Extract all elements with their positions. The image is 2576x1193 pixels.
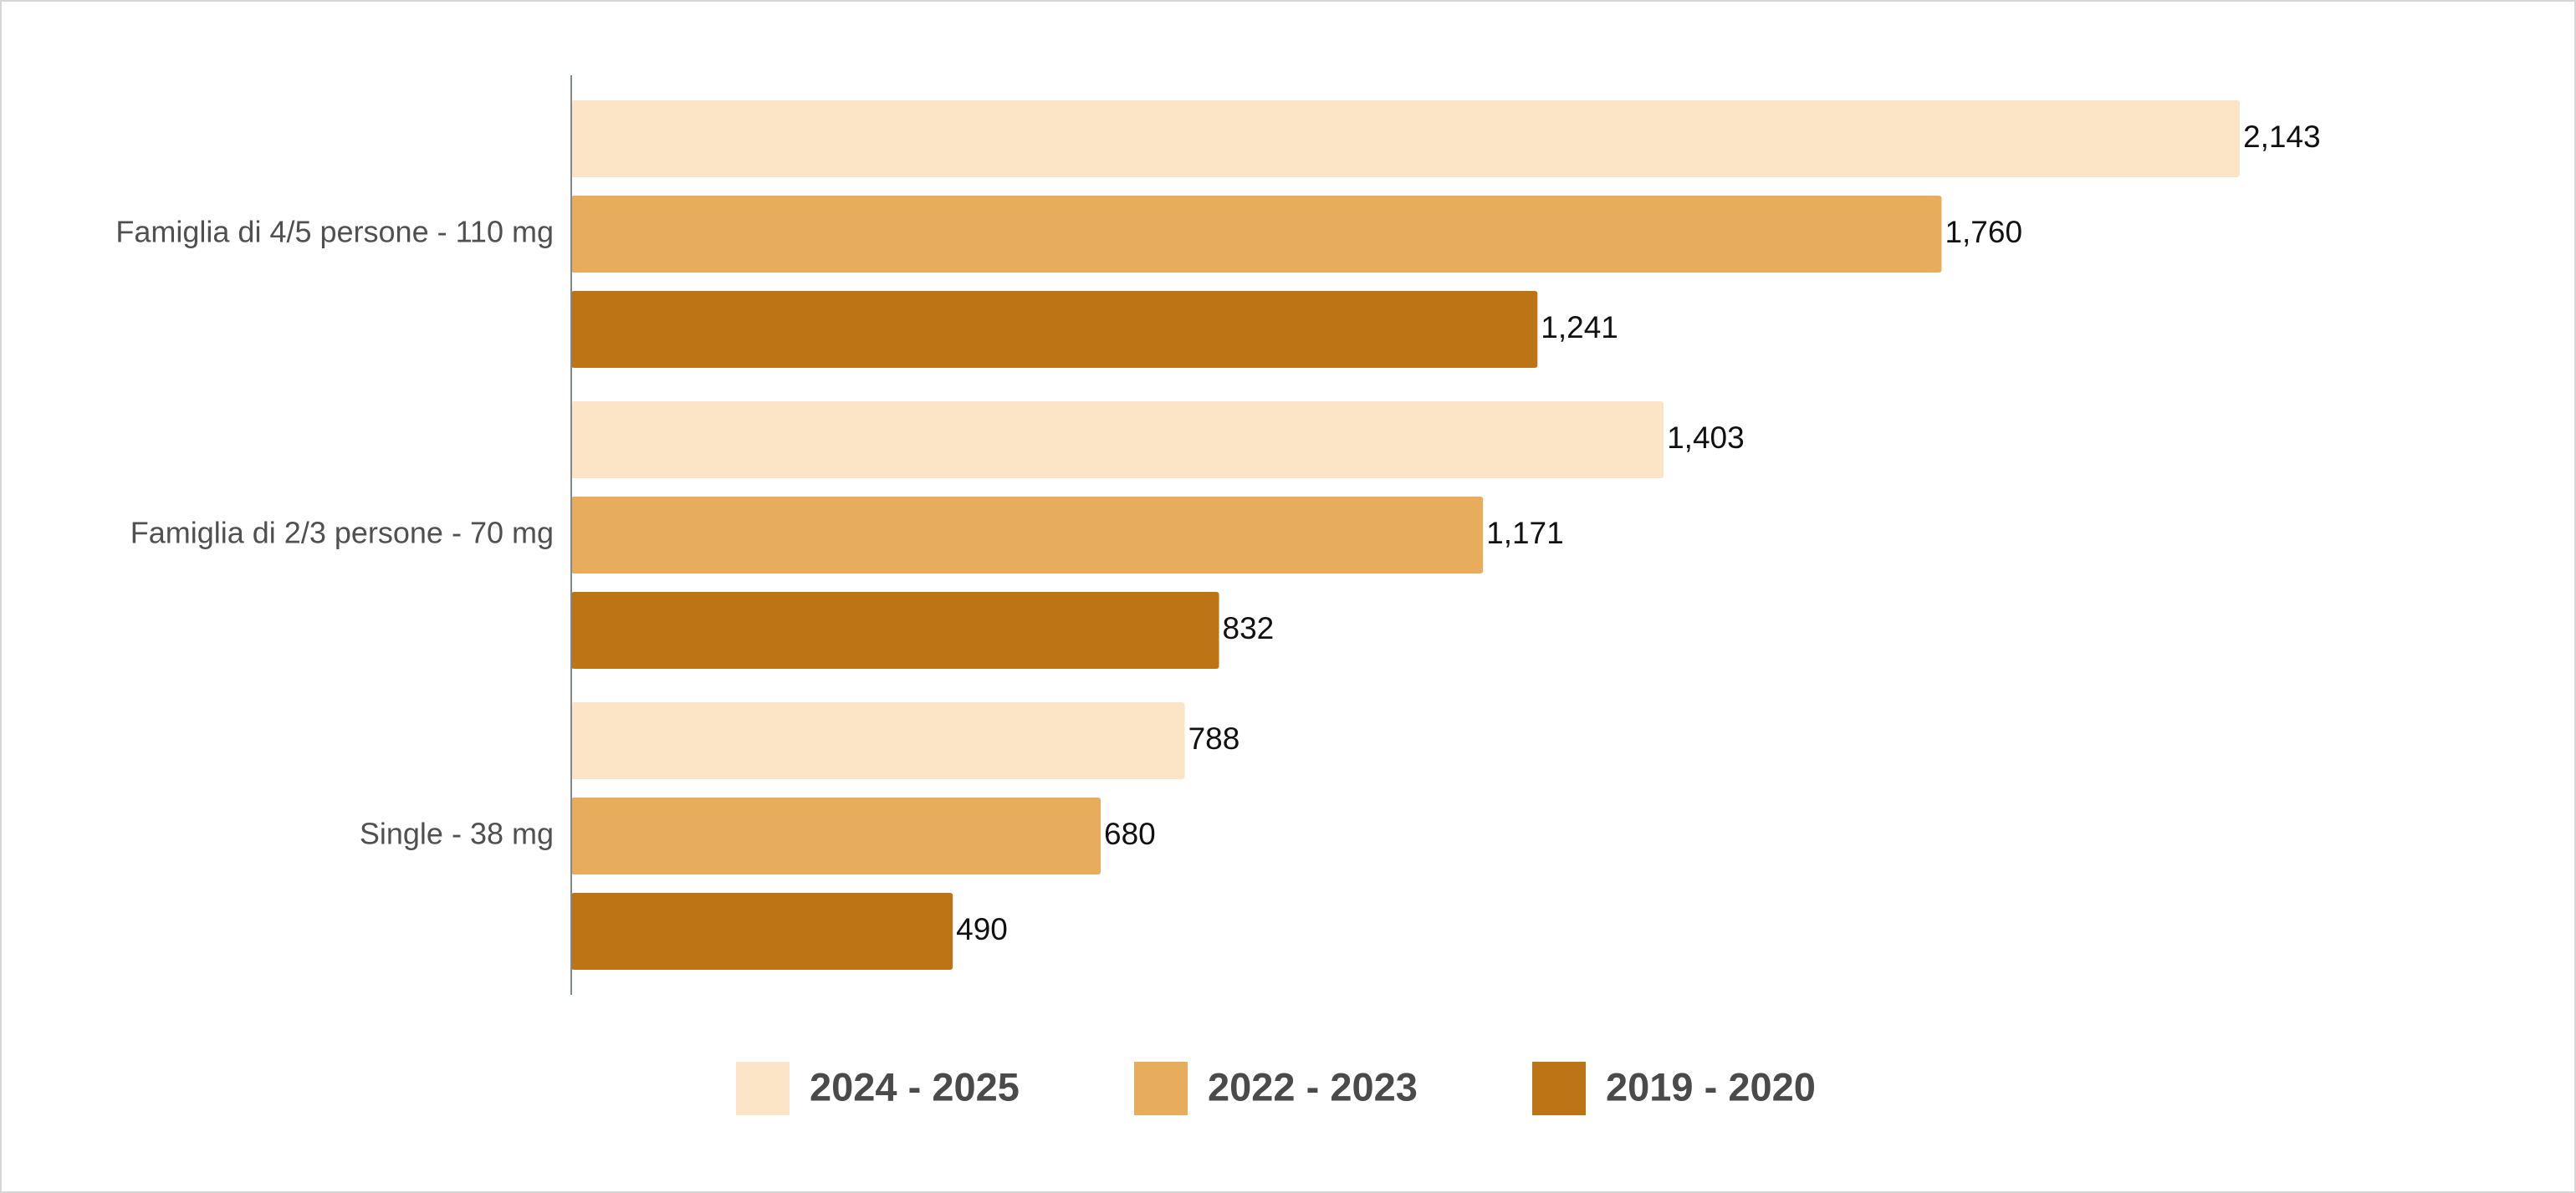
value-label-2024-2025-1: 2,143 xyxy=(2243,120,2321,154)
legend-label-2022-2023: 2022 - 2023 xyxy=(1208,1064,1418,1109)
bar-2019-2020-3 xyxy=(571,893,953,970)
bar-2024-2025-3 xyxy=(571,702,1185,779)
bar-2022-2023-1 xyxy=(571,196,1942,273)
category-label-1: Famiglia di 4/5 persone - 110 mg xyxy=(115,215,554,249)
value-label-2024-2025-2: 1,403 xyxy=(1667,421,1745,455)
value-label-2019-2020-1: 1,241 xyxy=(1541,310,1618,344)
legend-swatch-2019-2020 xyxy=(1532,1062,1586,1115)
bar-2024-2025-2 xyxy=(571,401,1664,478)
value-label-2019-2020-2: 832 xyxy=(1223,611,1275,645)
bar-2019-2020-2 xyxy=(571,592,1219,669)
value-label-2022-2023-1: 1,760 xyxy=(1945,215,2022,249)
value-label-2022-2023-2: 1,171 xyxy=(1486,516,1564,550)
bar-2022-2023-2 xyxy=(571,497,1484,574)
bar-2024-2025-1 xyxy=(571,100,2240,177)
legend-label-2019-2020: 2019 - 2020 xyxy=(1606,1064,1816,1109)
value-label-2019-2020-3: 490 xyxy=(956,912,1008,946)
bar-2022-2023-3 xyxy=(571,798,1101,874)
legend-swatch-2024-2025 xyxy=(736,1062,790,1115)
bar-2019-2020-1 xyxy=(571,291,1538,368)
legend-swatch-2022-2023 xyxy=(1134,1062,1188,1115)
category-label-2: Famiglia di 2/3 persone - 70 mg xyxy=(130,516,554,550)
legend-label-2024-2025: 2024 - 2025 xyxy=(810,1064,1020,1109)
value-label-2022-2023-3: 680 xyxy=(1104,817,1156,851)
category-label-3: Single - 38 mg xyxy=(360,817,554,851)
value-label-2024-2025-3: 788 xyxy=(1188,721,1240,756)
